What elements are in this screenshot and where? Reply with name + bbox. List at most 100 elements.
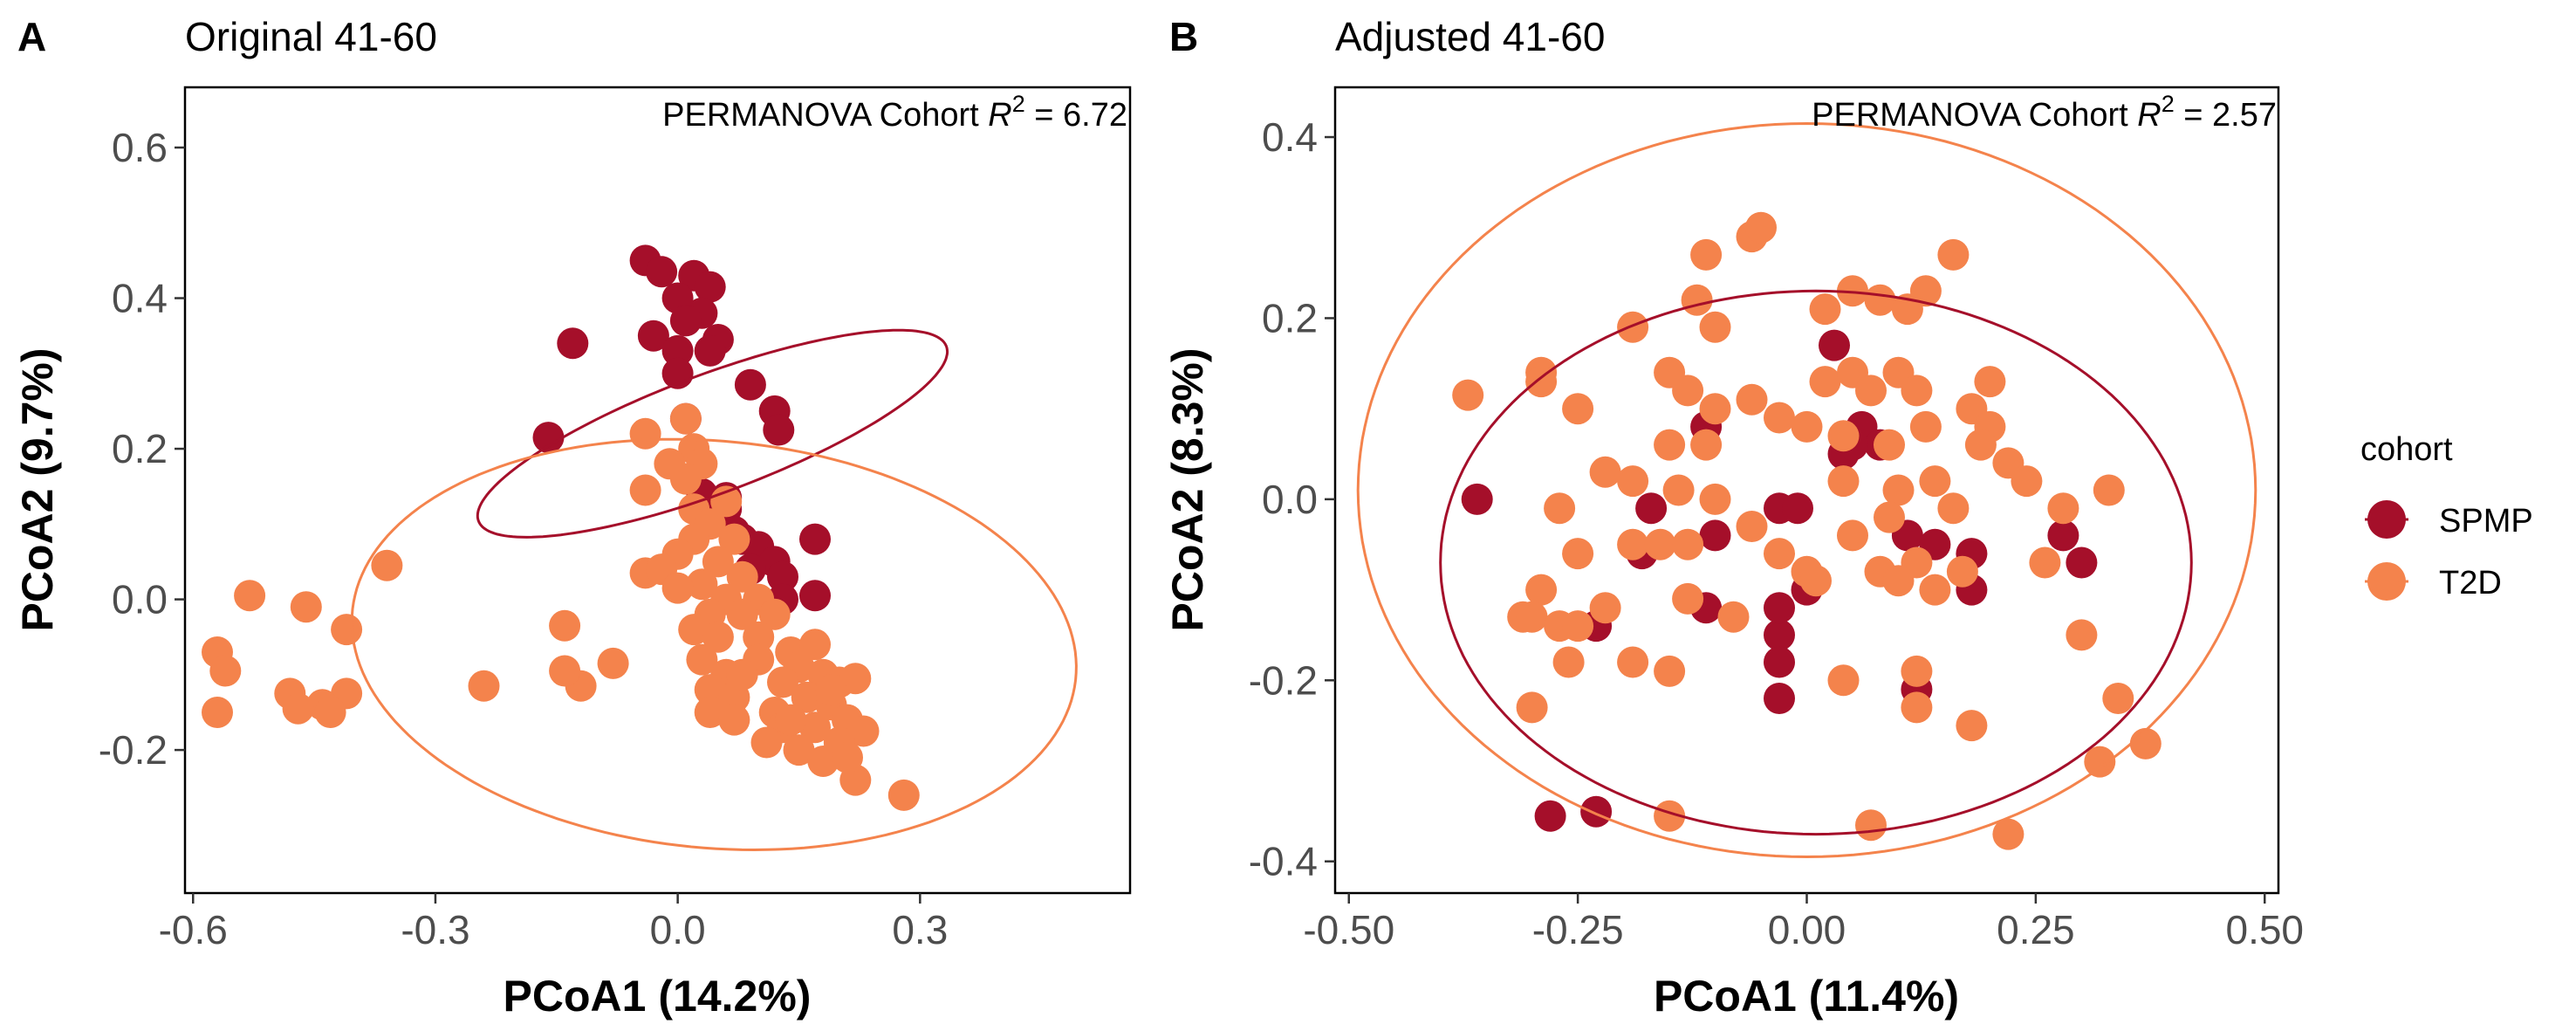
point-t2d <box>767 666 798 698</box>
point-t2d <box>669 402 702 435</box>
point-spmp <box>1764 683 1795 714</box>
point-t2d <box>1800 565 1832 597</box>
point-t2d <box>1837 519 1868 552</box>
point-spmp <box>532 422 565 454</box>
point-t2d <box>1745 211 1777 244</box>
x-tick-label: 0.0 <box>650 907 706 952</box>
point-t2d <box>2047 492 2079 525</box>
ellipse-t2d <box>350 437 1078 852</box>
point-spmp <box>2047 519 2079 552</box>
panel-b-permanova-annotation: PERMANOVA Cohort R2 = 2.57 <box>1812 91 2277 134</box>
x-tick-label: 0.3 <box>892 907 948 952</box>
point-t2d <box>758 598 791 630</box>
point-t2d <box>1974 366 2006 398</box>
point-t2d <box>1672 375 1704 407</box>
point-t2d <box>1837 275 1868 307</box>
point-spmp <box>661 334 694 367</box>
panel-b-x-axis: -0.50 -0.25 0.00 0.25 0.50 <box>1303 893 2304 952</box>
point-t2d <box>1764 538 1795 570</box>
point-spmp <box>646 256 678 288</box>
x-tick-label: 0.25 <box>1997 907 2075 952</box>
x-tick-label: 0.00 <box>1768 907 1846 952</box>
panel-b-ellipses <box>1356 121 2257 859</box>
y-tick-label: 0.2 <box>112 426 168 471</box>
point-t2d <box>2102 683 2134 714</box>
point-t2d <box>1644 528 1676 560</box>
x-tick-label: -0.50 <box>1303 907 1394 952</box>
point-t2d <box>1909 275 1942 307</box>
panel-b-points <box>1452 211 2162 850</box>
point-t2d <box>1617 528 1649 560</box>
point-t2d <box>783 734 815 766</box>
point-t2d <box>1855 375 1887 407</box>
ellipse-t2d <box>1356 121 2257 859</box>
point-t2d <box>1809 293 1841 326</box>
point-t2d <box>1809 366 1841 398</box>
point-t2d <box>815 674 847 706</box>
point-spmp <box>1819 329 1850 361</box>
point-t2d <box>1516 691 1548 724</box>
point-t2d <box>282 692 314 725</box>
point-t2d <box>2029 546 2061 579</box>
legend-title: cohort <box>2360 431 2453 468</box>
point-t2d <box>1589 592 1621 624</box>
point-t2d <box>2129 727 2162 760</box>
point-t2d <box>2011 465 2043 498</box>
point-spmp <box>734 368 766 401</box>
x-tick-label: -0.25 <box>1532 907 1624 952</box>
point-spmp <box>669 305 702 337</box>
panel-a-label: A <box>17 14 46 59</box>
y-tick-label: 0.0 <box>1262 477 1318 522</box>
point-t2d <box>629 417 661 450</box>
point-spmp <box>763 414 795 446</box>
point-t2d <box>1516 601 1548 633</box>
ellipse-spmp <box>1439 289 2193 836</box>
panel-b-title: Adjusted 41-60 <box>1335 14 1605 59</box>
point-t2d <box>1525 574 1558 606</box>
legend-spmp-swatch <box>2367 500 2406 539</box>
y-tick-label: -0.4 <box>1249 839 1318 884</box>
y-tick-label: -0.2 <box>99 727 168 773</box>
point-t2d <box>1736 511 1768 542</box>
point-t2d <box>1699 311 1731 343</box>
point-t2d <box>209 655 242 687</box>
point-t2d <box>1919 574 1951 606</box>
point-t2d <box>726 658 758 691</box>
point-t2d <box>661 572 694 604</box>
legend-item-spmp: SPMP <box>2365 500 2533 540</box>
point-spmp <box>2066 546 2098 579</box>
point-t2d <box>1919 465 1951 498</box>
point-t2d <box>371 549 403 581</box>
panel-a-x-axis: -0.6 -0.3 0.0 0.3 <box>159 893 948 952</box>
legend-spmp-label: SPMP <box>2439 503 2533 540</box>
point-t2d <box>1690 238 1723 271</box>
point-t2d <box>1937 238 1970 271</box>
point-spmp <box>557 327 589 360</box>
point-spmp <box>1782 492 1813 525</box>
point-t2d <box>1874 501 1905 533</box>
point-t2d <box>1717 601 1750 633</box>
point-t2d <box>1901 655 1933 687</box>
point-t2d <box>629 474 661 506</box>
point-t2d <box>202 697 233 728</box>
point-t2d <box>1681 284 1713 316</box>
point-t2d <box>549 655 581 687</box>
point-t2d <box>1654 655 1686 687</box>
point-t2d <box>686 643 718 676</box>
point-t2d <box>1827 420 1860 452</box>
point-spmp <box>1764 592 1795 624</box>
point-spmp <box>799 580 831 612</box>
point-t2d <box>2084 746 2116 778</box>
point-spmp <box>694 271 726 303</box>
point-t2d <box>1937 492 1970 525</box>
point-t2d <box>2066 619 2098 651</box>
panel-b: B Adjusted 41-60 -0.50 -0.25 0.00 0.25 0.50 … <box>1163 14 2304 1021</box>
point-t2d <box>2093 474 2125 506</box>
point-t2d <box>1736 383 1768 416</box>
point-t2d <box>1946 555 1978 588</box>
y-tick-label: -0.2 <box>1249 657 1318 703</box>
point-t2d <box>686 568 718 601</box>
x-tick-label: -0.3 <box>401 907 469 952</box>
point-t2d <box>839 663 872 695</box>
